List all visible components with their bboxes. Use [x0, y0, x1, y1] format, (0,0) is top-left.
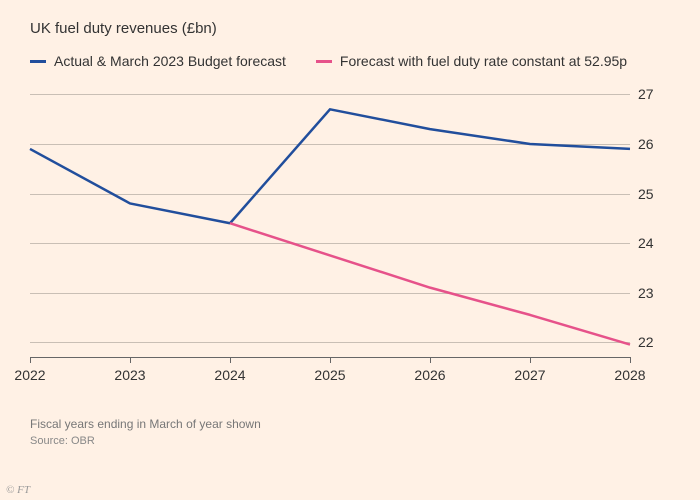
footnote: Fiscal years ending in March of year sho… [30, 417, 670, 431]
x-tick [230, 357, 231, 363]
legend-swatch-0 [30, 60, 46, 63]
x-tick [330, 357, 331, 363]
x-tick [430, 357, 431, 363]
copyright: © FT [6, 484, 30, 496]
legend-item: Forecast with fuel duty rate constant at… [316, 53, 627, 69]
x-tick-label: 2023 [114, 367, 145, 383]
legend: Actual & March 2023 Budget forecast Fore… [30, 53, 670, 69]
x-tick [630, 357, 631, 363]
x-tick-label: 2024 [214, 367, 245, 383]
chart-container: UK fuel duty revenues (£bn) Actual & Mar… [0, 0, 700, 467]
legend-swatch-1 [316, 60, 332, 63]
chart-plot-area: 2223242526272022202320242025202620272028 [30, 87, 670, 377]
legend-label-0: Actual & March 2023 Budget forecast [54, 53, 286, 69]
chart-subtitle: UK fuel duty revenues (£bn) [30, 20, 670, 37]
y-tick-label: 27 [638, 86, 654, 102]
x-tick-label: 2025 [314, 367, 345, 383]
y-tick-label: 24 [638, 235, 654, 251]
y-tick-label: 23 [638, 285, 654, 301]
x-tick-label: 2022 [14, 367, 45, 383]
series-actual_budget_forecast [30, 109, 630, 223]
x-tick-label: 2028 [614, 367, 645, 383]
y-tick-label: 25 [638, 186, 654, 202]
x-tick-label: 2026 [414, 367, 445, 383]
line-series-svg [30, 87, 630, 357]
x-tick-label: 2027 [514, 367, 545, 383]
x-tick [30, 357, 31, 363]
legend-item: Actual & March 2023 Budget forecast [30, 53, 286, 69]
x-tick [530, 357, 531, 363]
series-forecast_constant_rate [230, 223, 630, 344]
y-tick-label: 22 [638, 334, 654, 350]
x-tick [130, 357, 131, 363]
source-text: Source: OBR [30, 435, 670, 447]
legend-label-1: Forecast with fuel duty rate constant at… [340, 53, 627, 69]
y-tick-label: 26 [638, 136, 654, 152]
